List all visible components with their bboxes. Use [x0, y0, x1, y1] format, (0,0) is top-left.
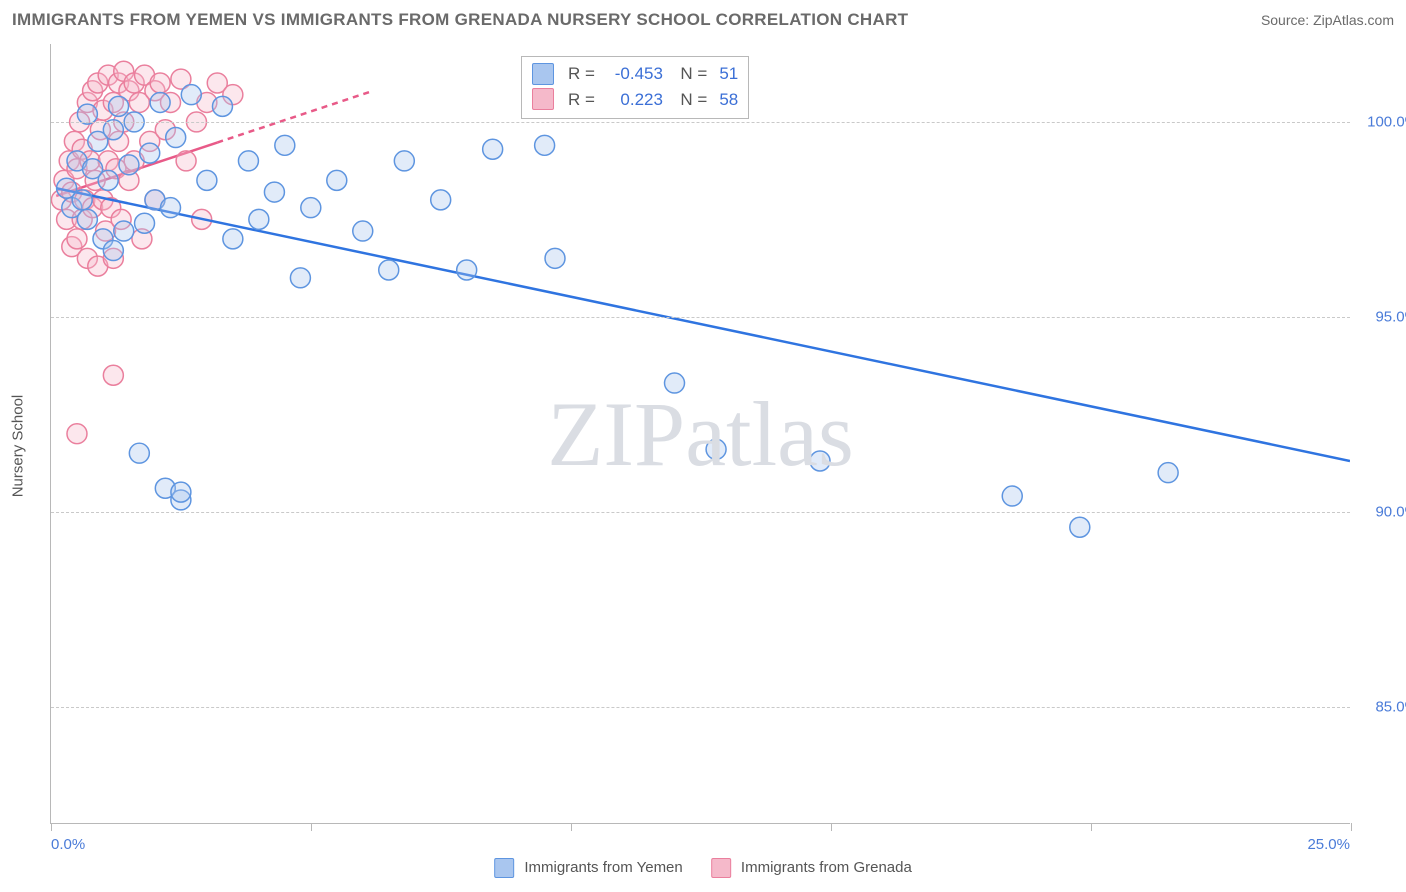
legend-label-2: Immigrants from Grenada [741, 859, 912, 876]
title-bar: IMMIGRANTS FROM YEMEN VS IMMIGRANTS FROM… [12, 10, 1394, 30]
legend-label-1: Immigrants from Yemen [524, 859, 682, 876]
stat-n-label-1: N = [671, 61, 707, 87]
legend-bottom: Immigrants from Yemen Immigrants from Gr… [494, 858, 912, 878]
y-tick-label: 90.0% [1358, 504, 1406, 521]
stat-n-label-2: N = [671, 87, 707, 113]
stats-row-1: R = -0.453 N = 51 [532, 61, 738, 87]
swatch-series-1 [532, 63, 554, 85]
chart-title: IMMIGRANTS FROM YEMEN VS IMMIGRANTS FROM… [12, 10, 908, 30]
y-tick-label: 100.0% [1358, 114, 1406, 131]
stats-row-2: R = 0.223 N = 58 [532, 87, 738, 113]
legend-swatch-2 [711, 858, 731, 878]
stat-r-value-2: 0.223 [603, 87, 663, 113]
swatch-series-2 [532, 88, 554, 110]
plot-area: ZIPatlas R = -0.453 N = 51 R = 0.223 N =… [50, 44, 1350, 824]
x-axis-labels: 0.0%25.0% [51, 836, 1350, 853]
stats-box: R = -0.453 N = 51 R = 0.223 N = 58 [521, 56, 749, 119]
stat-r-label-2: R = [568, 87, 595, 113]
legend-item-2: Immigrants from Grenada [711, 858, 912, 878]
y-tick-label: 95.0% [1358, 309, 1406, 326]
stat-r-value-1: -0.453 [603, 61, 663, 87]
source-label: Source: ZipAtlas.com [1261, 12, 1394, 28]
legend-item-1: Immigrants from Yemen [494, 858, 683, 878]
stat-n-value-2: 58 [719, 87, 738, 113]
stat-r-label-1: R = [568, 61, 595, 87]
legend-swatch-1 [494, 858, 514, 878]
stat-n-value-1: 51 [719, 61, 738, 87]
y-axis-title: Nursery School [10, 395, 27, 498]
y-tick-label: 85.0% [1358, 699, 1406, 716]
